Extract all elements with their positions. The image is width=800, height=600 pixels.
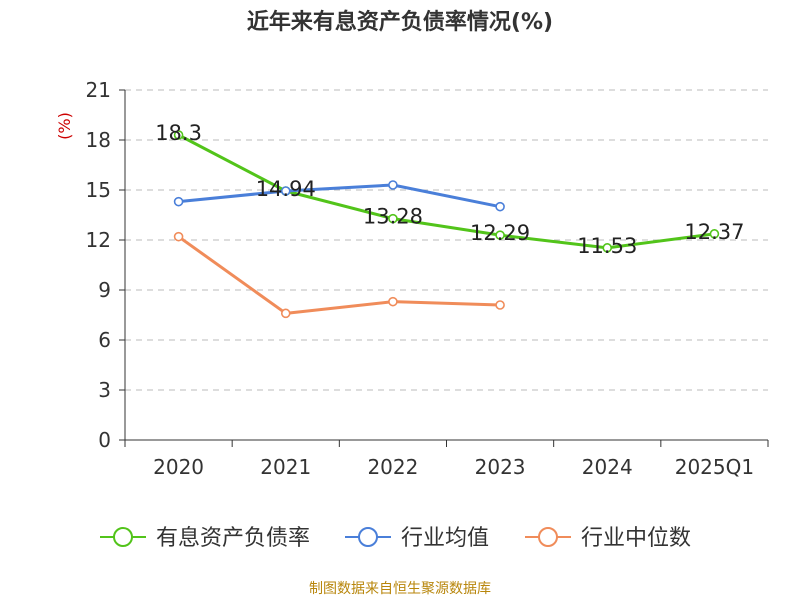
data-point [173,196,184,207]
legend-label: 行业均值 [401,526,489,551]
series-line [178,183,501,209]
x-tick-label: 2022 [367,455,418,479]
legend-label: 有息资产负债率 [156,526,310,551]
data-point [173,231,184,242]
x-tick-label: 2021 [260,455,311,479]
data-point [495,300,505,310]
data-label: 12.29 [470,221,530,245]
data-labels: 18.3 14.94 13.28 12.29 11.53 12.37 [155,121,744,258]
series-lines [173,130,720,319]
data-point [280,308,291,319]
grid-lines [125,89,768,391]
series-line [177,235,501,315]
source-note: 制图数据来自恒生聚源数据库 [309,581,491,597]
data-label: 11.53 [577,234,637,258]
data-label: 12.37 [684,220,744,244]
y-tick-label: 6 [98,328,111,352]
x-tick-label: 2023 [475,455,526,479]
data-point [709,229,720,239]
data-point [388,180,398,190]
x-tick-label: 2024 [582,455,633,479]
legend: 有息资产负债率 行业均值 行业中位数 [100,526,691,551]
data-point [495,201,505,212]
data-label: 18.3 [155,121,202,145]
axes: 0 3 6 9 12 15 18 21 2020 2021 2022 2023 2024 2025Q1 (%… [55,78,769,479]
y-tick-label: 9 [98,278,111,302]
data-point [602,243,613,253]
data-point [280,186,291,196]
legend-marker [113,527,133,547]
y-tick-label: 12 [86,228,111,252]
legend-label: 行业中位数 [581,526,691,551]
data-label: 14.94 [256,177,316,201]
y-tick-label: 21 [86,78,111,102]
y-axis-label: (%) [55,112,74,140]
y-tick-label: 0 [98,428,111,452]
data-point [495,230,505,240]
legend-marker [538,527,558,547]
data-point [388,296,398,307]
y-tick-label: 18 [86,128,111,152]
chart-title: 近年来有息资产负债率情况(%) [246,10,554,35]
y-tick-label: 3 [98,378,111,402]
y-tick-label: 15 [86,178,111,202]
data-label: 13.28 [363,205,423,229]
x-tick-label: 2020 [153,455,204,479]
data-point [173,130,184,140]
x-tick-label: 2025Q1 [675,455,754,479]
series-line [177,133,715,250]
data-point [388,213,398,224]
legend-marker [358,527,378,547]
